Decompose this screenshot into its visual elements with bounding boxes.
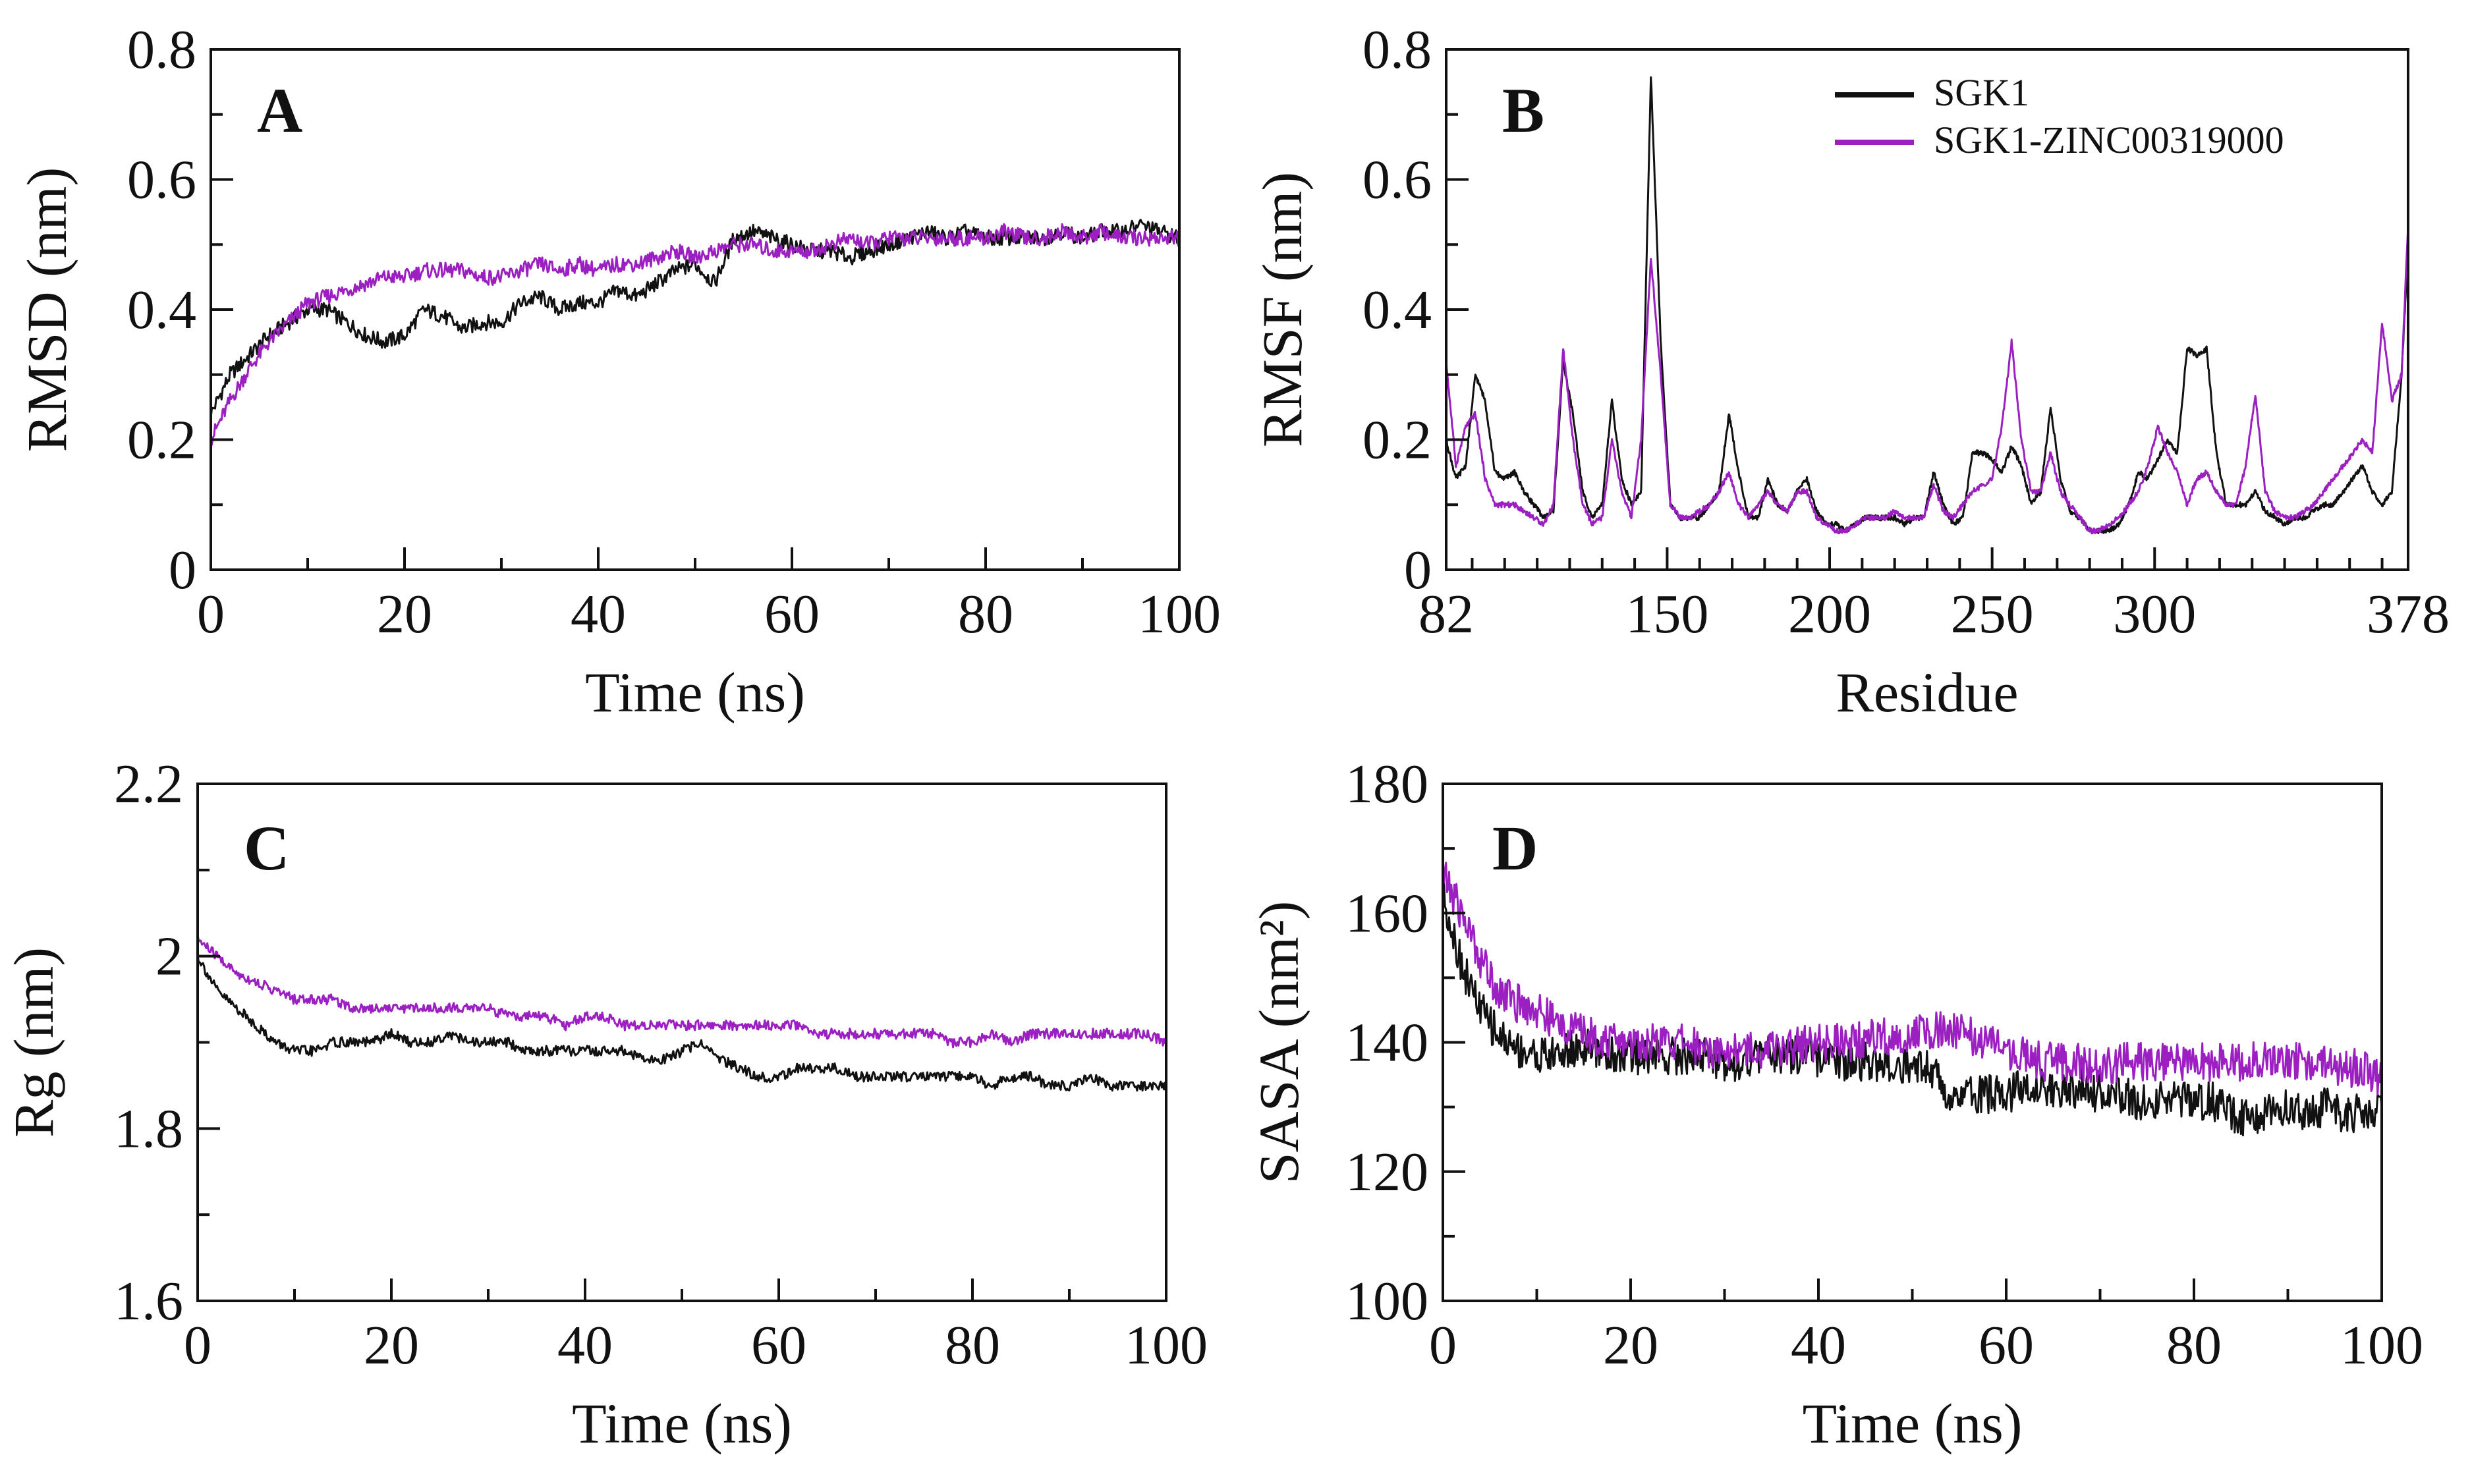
- legend-label-complex: SGK1-ZINC00319000: [1934, 119, 2284, 161]
- y-tick-label: 0.6: [1362, 150, 1432, 211]
- x-tick-label: 378: [2367, 584, 2450, 645]
- panel-b: 82 150 200 250 300 378 0 0.2 0.4 0.6 0.8 Residue RMS…: [1250, 19, 2450, 724]
- x-tick-label: 20: [364, 1315, 419, 1376]
- plot-frame: [210, 48, 1181, 571]
- y-axis-title: SASA (nm²): [1247, 901, 1310, 1184]
- y-tick-label: 0: [1404, 539, 1432, 601]
- x-tick-label: 60: [751, 1315, 806, 1376]
- x-tick-label: 200: [1788, 584, 1871, 645]
- x-tick-label: 60: [1979, 1315, 2034, 1376]
- x-tick-label: 250: [1951, 584, 2034, 645]
- x-tick-label: 0: [1429, 1315, 1457, 1376]
- series-line-b-complex: [1445, 225, 2409, 535]
- panel-label: B: [1502, 75, 1544, 146]
- x-tick-label: 80: [945, 1315, 1000, 1376]
- y-tick-label: 0.4: [1362, 279, 1432, 341]
- x-tick-label: 150: [1625, 584, 1708, 645]
- panel-label: C: [244, 813, 289, 883]
- x-tick-label: 20: [1603, 1315, 1658, 1376]
- x-tick-label: 82: [1419, 584, 1474, 645]
- series-line-c-complex: [196, 933, 1167, 1049]
- y-tick-label: 100: [1345, 1271, 1428, 1332]
- y-tick-label: 2.2: [114, 754, 183, 815]
- series-line-a-complex: [210, 223, 1181, 448]
- x-axis-title: Time (ns): [1803, 1392, 2023, 1455]
- y-tick-label: 160: [1345, 883, 1428, 944]
- y-tick-label: 140: [1345, 1012, 1428, 1074]
- y-tick-label: 0.8: [1362, 19, 1432, 80]
- y-tick-label: 0.4: [127, 279, 196, 341]
- panel-d: 0 20 40 60 80 100 100 120 140 160 180 Time (ns) SASA…: [1247, 754, 2423, 1455]
- x-tick-label: 300: [2113, 584, 2196, 645]
- y-tick-label: 1.6: [114, 1271, 183, 1332]
- x-tick-label: 100: [2340, 1315, 2423, 1376]
- panel-a: 0 20 40 60 80 100 0 0.2 0.4 0.6 0.8 Time (ns) RMSD (…: [15, 19, 1221, 724]
- y-tick-label: 120: [1345, 1141, 1428, 1203]
- series-line-a-sgk1: [210, 219, 1181, 419]
- x-tick-label: 100: [1138, 584, 1221, 645]
- x-tick-label: 40: [571, 584, 626, 645]
- series-line-b-sgk1: [1445, 76, 2409, 535]
- x-tick-label: 40: [1791, 1315, 1846, 1376]
- y-tick-label: 0.2: [127, 410, 196, 471]
- panel-c: 0 20 40 60 80 100 1.6 1.8 2 2.2 Time (ns) Rg (nm) C: [2, 754, 1208, 1455]
- y-axis-title: RMSF (nm): [1250, 172, 1314, 447]
- x-tick-label: 20: [377, 584, 432, 645]
- x-tick-label: 60: [764, 584, 820, 645]
- y-tick-label: 0.6: [127, 150, 196, 211]
- y-tick-label: 0.2: [1362, 410, 1432, 471]
- x-tick-label: 100: [1125, 1315, 1208, 1376]
- x-axis-title: Residue: [1836, 661, 2018, 724]
- x-axis-title: Time (ns): [585, 661, 805, 724]
- series-line-d-complex: [1442, 862, 2383, 1096]
- y-axis-title: Rg (nm): [2, 947, 65, 1138]
- series-line-c-sgk1: [196, 954, 1167, 1092]
- x-tick-label: 0: [197, 584, 225, 645]
- series-line-d-sgk1: [1442, 881, 2383, 1137]
- x-tick-label: 0: [184, 1315, 211, 1376]
- y-tick-label: 1.8: [114, 1098, 183, 1159]
- y-tick-label: 0: [169, 539, 196, 601]
- x-tick-label: 80: [958, 584, 1013, 645]
- y-tick-label: 2: [155, 926, 183, 987]
- y-tick-label: 180: [1345, 754, 1428, 815]
- legend-label-sgk1: SGK1: [1934, 71, 2029, 114]
- x-tick-label: 80: [2166, 1315, 2222, 1376]
- x-axis-title: Time (ns): [572, 1392, 792, 1455]
- y-tick-label: 0.8: [127, 19, 196, 80]
- panel-label: A: [257, 75, 302, 146]
- panel-label: D: [1492, 813, 1538, 883]
- x-tick-label: 40: [557, 1315, 613, 1376]
- y-axis-title: RMSD (nm): [15, 167, 78, 452]
